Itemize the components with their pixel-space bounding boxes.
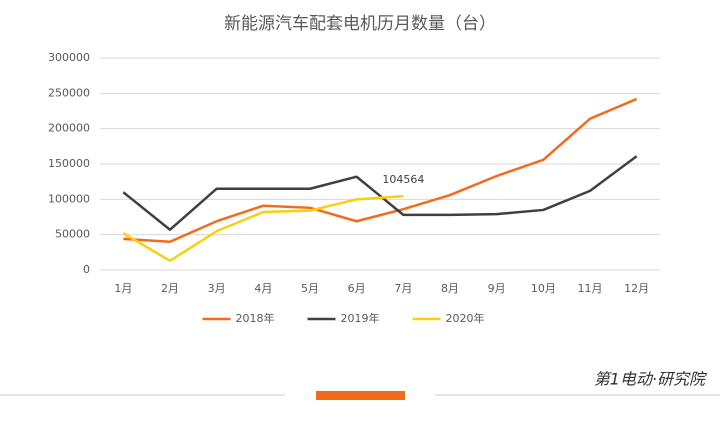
series-line — [122, 155, 638, 231]
x-tick-label: 9月 — [488, 282, 506, 295]
x-tick-label: 11月 — [578, 282, 603, 295]
y-tick-label: 50000 — [55, 228, 90, 241]
legend-label: 2019年 — [341, 311, 380, 325]
y-tick-label: 100000 — [48, 192, 90, 205]
series-line — [122, 194, 404, 263]
y-tick-label: 200000 — [48, 122, 90, 135]
x-tick-label: 5月 — [301, 282, 319, 295]
y-tick-label: 300000 — [48, 51, 90, 64]
y-tick-label: 0 — [83, 263, 90, 276]
legend-label: 2020年 — [446, 311, 485, 325]
series-line — [123, 97, 638, 243]
x-tick-label: 8月 — [441, 282, 459, 295]
chart-title: 新能源汽车配套电机历月数量（台） — [224, 14, 496, 34]
x-tick-label: 2月 — [161, 282, 179, 295]
y-tick-label: 150000 — [48, 157, 90, 170]
x-tick-label: 4月 — [254, 282, 272, 295]
x-tick-label: 3月 — [208, 282, 226, 295]
data-label: 104564 — [382, 173, 424, 186]
x-tick-label: 1月 — [114, 282, 132, 295]
brand: 第1电动·研究院 — [594, 370, 708, 389]
x-tick-label: 10月 — [531, 282, 556, 295]
footer-bar — [316, 391, 405, 400]
y-tick-label: 250000 — [48, 86, 90, 99]
legend-label: 2018年 — [236, 311, 275, 325]
x-tick-label: 6月 — [348, 282, 366, 295]
x-tick-label: 12月 — [624, 282, 649, 295]
x-tick-label: 7月 — [394, 282, 412, 295]
